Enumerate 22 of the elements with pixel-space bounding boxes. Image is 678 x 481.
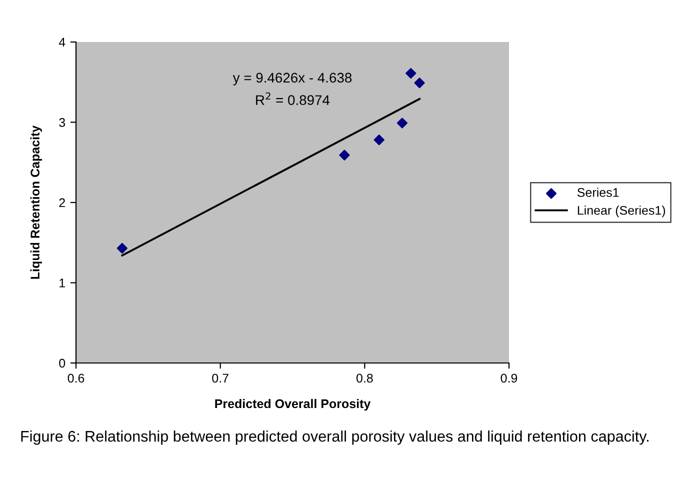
annotation: R$^{2}$ = 0.8974 [256, 92, 330, 106]
point [406, 68, 416, 79]
x-tick-label: 0.7 [212, 374, 228, 383]
x-tick-label: 0.9 [500, 374, 518, 383]
x-tick-label: 0.8 [356, 374, 373, 383]
x-tick-label: 0.6 [68, 374, 84, 383]
y-axis-title: Liquid Retention Capacity [30, 125, 42, 279]
x-axis-title: Predicted Overall Porosity [215, 398, 371, 411]
y-tick-label: 3 [59, 118, 66, 127]
y-tick-label: 1 [60, 278, 65, 288]
legend-label: Series1 [577, 188, 619, 197]
annotation: y = 9.4626x - 4.638 [232, 72, 352, 86]
point [414, 78, 425, 88]
point [396, 118, 408, 128]
point [374, 134, 384, 146]
point [116, 242, 128, 254]
y-tick-label: 4 [58, 38, 66, 47]
legend-label: Linear (Series1) [578, 206, 666, 218]
y-tick-label: 0 [59, 358, 66, 368]
y-tick-label: 2 [59, 198, 65, 208]
caption: Figure 6: Relationship between predicted overall porosity values and liquid retention capacity. [21, 430, 648, 445]
point [339, 150, 350, 160]
